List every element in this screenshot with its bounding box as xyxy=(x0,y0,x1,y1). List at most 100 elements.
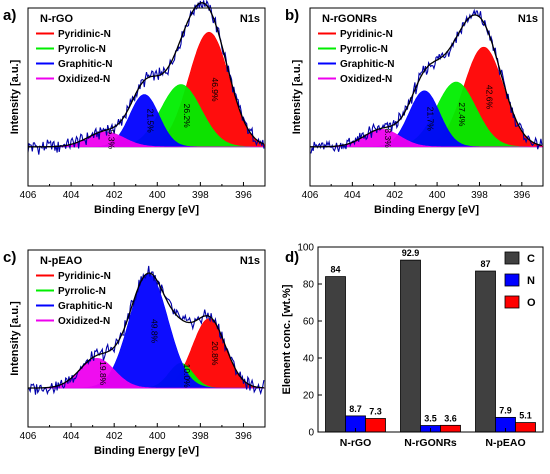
xps-panel-n-peao: 20.8% 10.0% 49.8% 19.8% 406 404 402 400 398 396 Bi… xyxy=(3,249,266,457)
peak-percent-label: 26.2% xyxy=(182,104,192,129)
x-tick-label: 396 xyxy=(235,431,252,442)
x-tick-label: 402 xyxy=(386,190,403,201)
legend-label: Oxidized-N xyxy=(58,316,110,327)
bar-value-label: 3.6 xyxy=(444,413,457,423)
legend-swatch xyxy=(504,251,520,265)
legend-swatch xyxy=(504,295,520,309)
plot-frame xyxy=(309,7,544,187)
y-tick-label: 80 xyxy=(303,280,315,291)
y-tick-label: 40 xyxy=(303,354,315,365)
peak-percent-label: 49.8% xyxy=(150,319,160,344)
legend-label: Pyrrolic-N xyxy=(58,286,106,297)
core-level-label: N1s xyxy=(240,255,260,267)
plot-frame xyxy=(317,246,544,433)
sample-name: N-pEAO xyxy=(40,255,83,267)
bar-o xyxy=(515,422,536,433)
envelope-line xyxy=(310,14,543,148)
envelope-line xyxy=(28,2,265,148)
bar-value-label: 8.7 xyxy=(349,404,362,414)
legend-label: Pyridinic-N xyxy=(340,29,393,40)
bar-o xyxy=(365,418,386,433)
legend-label: Oxidized-N xyxy=(340,74,392,85)
legend-label: N xyxy=(527,275,535,287)
peak-percent-label: 8.3% xyxy=(383,128,393,148)
x-tick-label: 406 xyxy=(302,190,319,201)
x-tick-label: 396 xyxy=(513,190,530,201)
core-level-label: N1s xyxy=(240,13,260,25)
x-tick-label: 406 xyxy=(20,190,37,201)
x-tick-label: 404 xyxy=(63,190,80,201)
legend-label: Oxidized-N xyxy=(58,74,110,85)
peak-percent-label: 10.0% xyxy=(182,364,192,389)
legend-label: Graphitic-N xyxy=(340,59,394,70)
x-tick-label: 400 xyxy=(149,431,166,442)
plot-frame xyxy=(27,249,266,428)
sample-name: N-rGO xyxy=(40,13,73,25)
x-axis-label: Binding Energy [eV] xyxy=(94,445,199,457)
plot-frame xyxy=(27,7,266,187)
core-level-label: N1s xyxy=(518,13,538,25)
y-tick-label: 20 xyxy=(303,391,315,402)
peak-percent-label: 19.8% xyxy=(98,361,108,386)
x-tick-label: 396 xyxy=(235,190,252,201)
x-tick-label: 398 xyxy=(471,190,488,201)
bar-value-label: 3.5 xyxy=(424,414,437,424)
y-axis-label: Intensity [a.u.] xyxy=(9,59,21,134)
x-category-label: N-rGO xyxy=(340,437,372,449)
xps-panel-n-rgo: 46.9% 26.2% 21.5% 5.3% 406 404 402 400 398 396 Bin… xyxy=(3,0,266,216)
y-tick-label: 0 xyxy=(308,428,314,439)
peak-percent-label: 42.6% xyxy=(485,85,495,110)
peak-percent-label: 27.4% xyxy=(457,102,467,127)
panel-label: d) xyxy=(285,249,299,266)
envelope-line xyxy=(28,272,264,389)
bar-value-label: 92.9 xyxy=(402,248,420,258)
bar-panel-element-conc: d) 84 8.7 7.3 N-rGO 92.9 3.5 3.6 N-rGONRs 87 7.9 5.… xyxy=(281,243,544,449)
bar-c xyxy=(475,270,496,433)
x-tick-label: 402 xyxy=(106,431,123,442)
peak-percent-label: 46.9% xyxy=(210,77,220,102)
xps-panel-n-rgonrs: 42.6% 27.4% 21.7% 8.3% 406 404 402 400 398 396 Bin… xyxy=(285,7,544,216)
legend-label: Graphitic-N xyxy=(58,59,112,70)
x-tick-label: 406 xyxy=(20,431,37,442)
x-tick-label: 400 xyxy=(149,190,166,201)
legend-label: Pyrrolic-N xyxy=(58,44,106,55)
bar-o xyxy=(440,424,461,433)
bar-value-label: 7.3 xyxy=(369,406,382,416)
bar-c xyxy=(400,259,421,433)
legend-label: Pyridinic-N xyxy=(58,271,111,282)
y-axis-label: Element conc. [wt.%] xyxy=(281,284,293,394)
x-tick-label: 400 xyxy=(429,190,446,201)
y-axis-label: Intensity [a.u.] xyxy=(291,59,303,134)
bar-value-label: 84 xyxy=(330,265,340,275)
legend-label: O xyxy=(527,297,536,309)
x-axis-label: Binding Energy [eV] xyxy=(94,204,199,216)
raw-spectrum-line xyxy=(309,8,543,154)
panel-label: a) xyxy=(3,7,16,24)
bar-value-label: 5.1 xyxy=(519,411,532,421)
legend-label: Graphitic-N xyxy=(58,301,112,312)
peak-percent-label: 20.8% xyxy=(210,341,220,366)
y-axis-label: Intensity [a.u.] xyxy=(9,301,21,376)
bar-c xyxy=(325,276,346,433)
panel-label: b) xyxy=(285,7,299,24)
legend-label: Pyrrolic-N xyxy=(340,44,388,55)
x-tick-label: 402 xyxy=(106,190,123,201)
bar-value-label: 87 xyxy=(480,259,490,269)
x-category-label: N-pEAO xyxy=(485,437,525,449)
legend-label: Pyridinic-N xyxy=(58,29,111,40)
peak-percent-label: 21.7% xyxy=(425,107,435,132)
bar-value-label: 7.9 xyxy=(499,405,512,415)
legend-swatch xyxy=(504,273,520,287)
sample-name: N-rGONRs xyxy=(322,13,377,25)
x-tick-label: 404 xyxy=(63,431,80,442)
x-category-label: N-rGONRs xyxy=(404,437,457,449)
legend-label: C xyxy=(527,253,535,265)
x-axis-label: Binding Energy [eV] xyxy=(374,204,479,216)
x-tick-label: 398 xyxy=(192,431,209,442)
peak-percent-label: 5.3% xyxy=(107,130,117,150)
panel-label: c) xyxy=(3,249,16,266)
x-tick-label: 404 xyxy=(344,190,361,201)
x-tick-label: 398 xyxy=(192,190,209,201)
y-tick-label: 60 xyxy=(303,317,315,328)
